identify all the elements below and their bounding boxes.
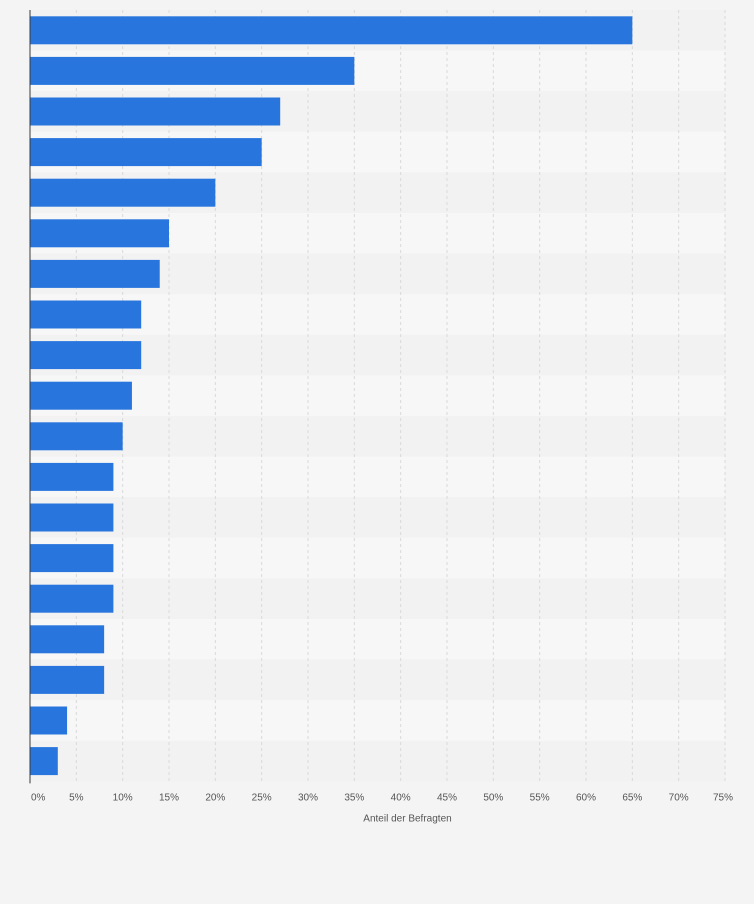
x-tick-label: 60% bbox=[576, 792, 596, 803]
row-band bbox=[30, 497, 725, 538]
row-band bbox=[30, 700, 725, 741]
bar[interactable] bbox=[30, 422, 123, 451]
row-band bbox=[30, 456, 725, 498]
x-tick-label: 20% bbox=[205, 792, 225, 803]
x-tick-label: 50% bbox=[483, 792, 503, 803]
x-tick-label: 15% bbox=[159, 792, 179, 803]
row-band bbox=[30, 740, 725, 782]
x-tick-label: 5% bbox=[69, 792, 84, 803]
bar[interactable] bbox=[30, 138, 262, 167]
row-band bbox=[30, 578, 725, 619]
bar[interactable] bbox=[30, 219, 169, 248]
bar[interactable] bbox=[30, 259, 160, 288]
bar[interactable] bbox=[30, 462, 114, 491]
bar[interactable] bbox=[30, 625, 105, 654]
row-band bbox=[30, 334, 725, 376]
bar[interactable] bbox=[30, 381, 132, 410]
row-band bbox=[30, 659, 725, 701]
bar[interactable] bbox=[30, 16, 633, 45]
bar[interactable] bbox=[30, 665, 105, 694]
bar[interactable] bbox=[30, 178, 216, 207]
bars bbox=[30, 16, 633, 776]
row-bands bbox=[30, 10, 725, 782]
x-tick-label: 65% bbox=[622, 792, 642, 803]
x-tick-label: 55% bbox=[530, 792, 550, 803]
bar[interactable] bbox=[30, 747, 58, 776]
x-tick-label: 0% bbox=[31, 792, 46, 803]
row-band bbox=[30, 294, 725, 335]
x-tick-label: 35% bbox=[344, 792, 364, 803]
x-tick-labels: 0% 5% 10% 15% 20% 25% 30% 35% 40% 45% 50% 55% 60% 65%… bbox=[31, 792, 733, 803]
bar[interactable] bbox=[30, 503, 114, 532]
bar[interactable] bbox=[30, 341, 142, 370]
row-band bbox=[30, 416, 725, 457]
x-axis-label: Anteil der Befragten bbox=[363, 813, 451, 824]
row-band bbox=[30, 537, 725, 579]
x-tick-label: 70% bbox=[669, 792, 689, 803]
x-tick-label: 25% bbox=[252, 792, 272, 803]
bar[interactable] bbox=[30, 97, 281, 126]
bar[interactable] bbox=[30, 300, 142, 329]
row-band bbox=[30, 619, 725, 660]
row-band bbox=[30, 375, 725, 416]
bar[interactable] bbox=[30, 584, 114, 613]
x-tick-label: 45% bbox=[437, 792, 457, 803]
bar[interactable] bbox=[30, 56, 355, 85]
x-tick-label: 40% bbox=[391, 792, 411, 803]
x-tick-label: 30% bbox=[298, 792, 318, 803]
bar[interactable] bbox=[30, 706, 68, 735]
x-tick-label: 10% bbox=[113, 792, 133, 803]
x-tick-label: 75% bbox=[713, 792, 733, 803]
bar[interactable] bbox=[30, 544, 114, 573]
